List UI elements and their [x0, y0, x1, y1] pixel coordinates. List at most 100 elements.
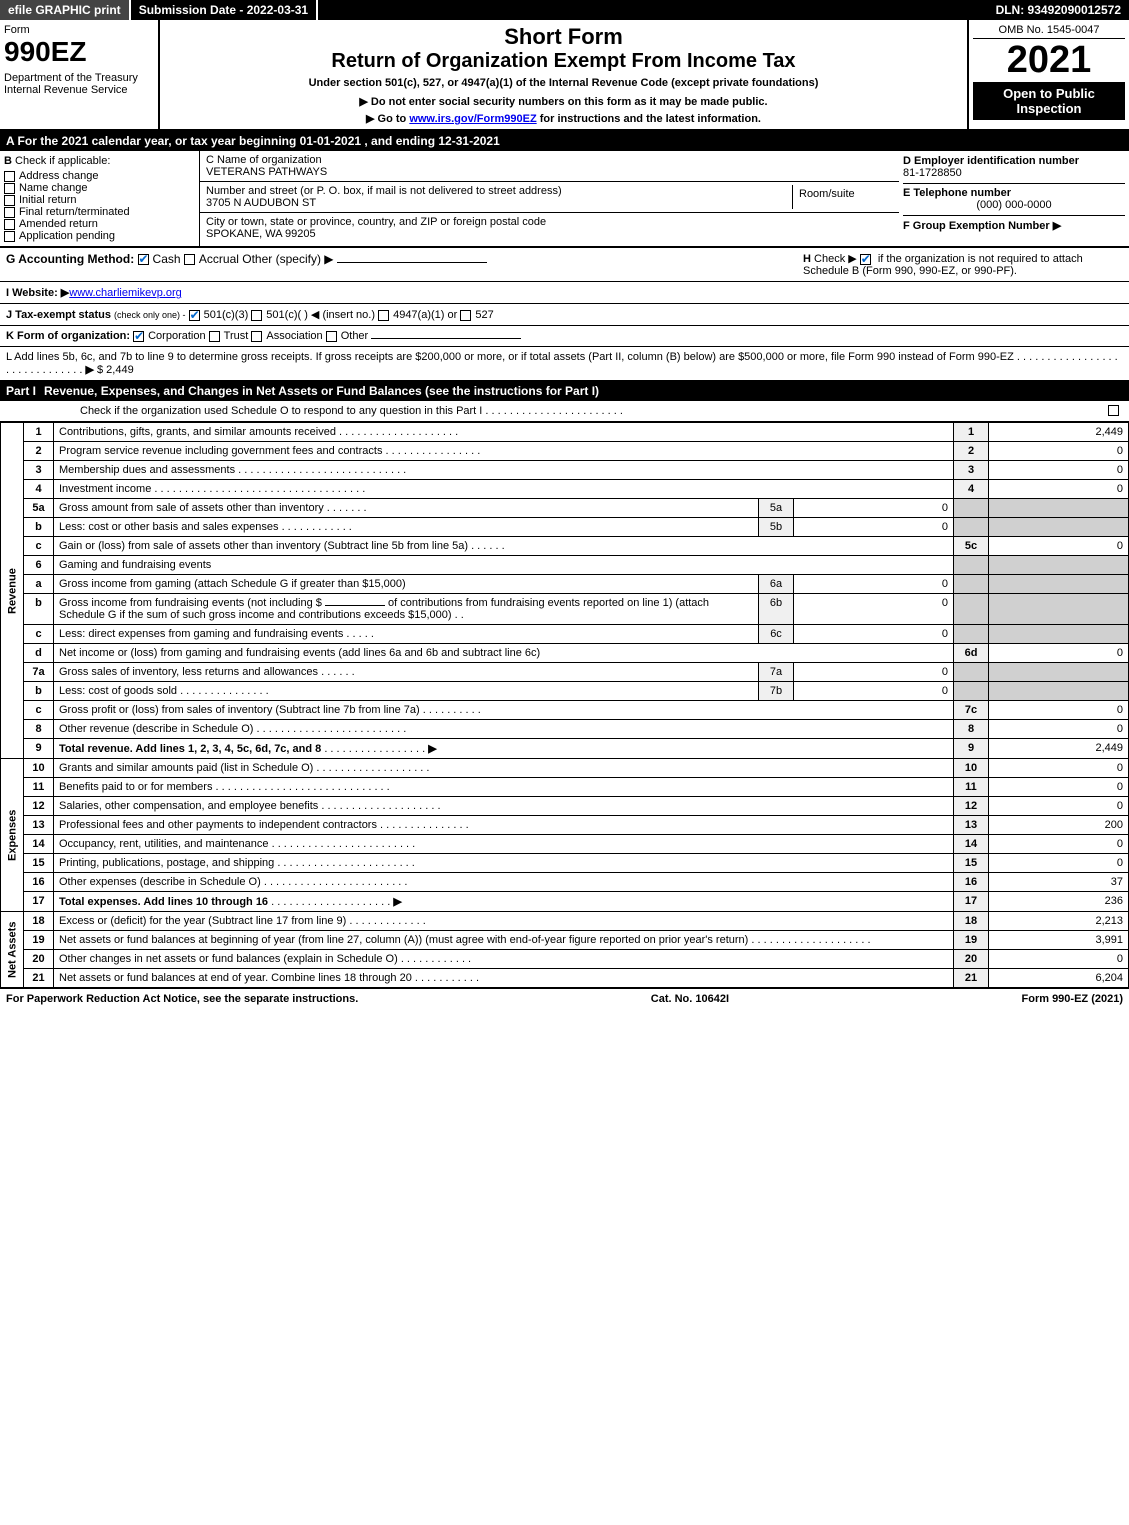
row-a: A For the 2021 calendar year, or tax yea…: [0, 131, 1129, 151]
checkbox-trust[interactable]: [209, 331, 220, 342]
l19-val: 3,991: [989, 931, 1129, 950]
column-d-e-f: D Employer identification number 81-1728…: [899, 151, 1129, 246]
footer-right-form: 990-EZ: [1052, 993, 1088, 1005]
netassets-label: Net Assets: [1, 912, 24, 988]
cb-label-0: Address change: [19, 170, 99, 182]
j-label: J Tax-exempt status: [6, 309, 111, 321]
l12-desc: Salaries, other compensation, and employ…: [59, 800, 318, 812]
l1-ln: 1: [954, 423, 989, 442]
l4-desc: Investment income: [59, 483, 151, 495]
checkbox-name-change[interactable]: [4, 183, 15, 194]
other-specify: Other (specify) ▶: [242, 252, 333, 266]
other-input[interactable]: [337, 262, 487, 263]
website-link[interactable]: www.charliemikevp.org: [69, 287, 181, 299]
l21-ln: 21: [954, 969, 989, 988]
l11-desc: Benefits paid to or for members: [59, 781, 212, 793]
l5b-sn: 5b: [759, 518, 794, 537]
goto-prefix: ▶ Go to: [366, 113, 409, 125]
checkbox-part1-schedule-o[interactable]: [1108, 405, 1119, 416]
l15-val: 0: [989, 854, 1129, 873]
c-name-label: C Name of organization: [206, 154, 322, 166]
l9-desc: Total revenue. Add lines 1, 2, 3, 4, 5c,…: [59, 743, 321, 755]
short-form-title: Short Form: [164, 24, 963, 50]
goto-link[interactable]: www.irs.gov/Form990EZ: [409, 113, 536, 125]
line-i: I Website: ▶www.charliemikevp.org: [0, 282, 1129, 304]
l16-val: 37: [989, 873, 1129, 892]
shaded: [989, 663, 1129, 682]
l4-ln: 4: [954, 480, 989, 499]
l6b-desc1: Gross income from fundraising events (no…: [59, 597, 322, 609]
l6d-ln: 6d: [954, 644, 989, 663]
l9-val: 2,449: [989, 739, 1129, 759]
checkbox-corp[interactable]: [133, 331, 144, 342]
l7a-num: 7a: [24, 663, 54, 682]
checkbox-final-return[interactable]: [4, 207, 15, 218]
l6b-blank[interactable]: [325, 605, 385, 606]
line-g-h: G Accounting Method: Cash Accrual Other …: [0, 248, 1129, 282]
l14-num: 14: [24, 835, 54, 854]
ein: 81-1728850: [903, 167, 962, 179]
l17-arrow: ▶: [393, 896, 401, 908]
checkbox-cash[interactable]: [138, 254, 149, 265]
shaded: [989, 594, 1129, 625]
l5b-desc: Less: cost or other basis and sales expe…: [59, 521, 279, 533]
part1-check-dots: . . . . . . . . . . . . . . . . . . . . …: [485, 405, 623, 417]
l8-desc: Other revenue (describe in Schedule O): [59, 723, 253, 735]
l6a-sv: 0: [794, 575, 954, 594]
checkbox-amended[interactable]: [4, 219, 15, 230]
l13-desc: Professional fees and other payments to …: [59, 819, 377, 831]
g-label: G Accounting Method:: [6, 252, 134, 266]
l5a-desc: Gross amount from sale of assets other t…: [59, 502, 324, 514]
checkbox-501c3[interactable]: [189, 310, 200, 321]
part1-check-text: Check if the organization used Schedule …: [80, 405, 482, 417]
l5b-num: b: [24, 518, 54, 537]
checkbox-initial-return[interactable]: [4, 195, 15, 206]
part1-title: Revenue, Expenses, and Changes in Net As…: [44, 384, 1123, 398]
l1-val: 2,449: [989, 423, 1129, 442]
checkbox-527[interactable]: [460, 310, 471, 321]
l12-ln: 12: [954, 797, 989, 816]
l6a-num: a: [24, 575, 54, 594]
h-label: H: [803, 253, 811, 265]
l5a-sv: 0: [794, 499, 954, 518]
room-label: Room/suite: [799, 188, 855, 200]
l16-desc: Other expenses (describe in Schedule O): [59, 876, 261, 888]
checkbox-4947[interactable]: [378, 310, 389, 321]
l12-num: 12: [24, 797, 54, 816]
shaded: [954, 499, 989, 518]
l9-ln: 9: [954, 739, 989, 759]
j-sub: (check only one) -: [114, 310, 186, 320]
l2-val: 0: [989, 442, 1129, 461]
other-org-input[interactable]: [371, 338, 521, 339]
l13-val: 200: [989, 816, 1129, 835]
city: SPOKANE, WA 99205: [206, 228, 316, 240]
checkbox-pending[interactable]: [4, 231, 15, 242]
checkbox-501c[interactable]: [251, 310, 262, 321]
cb-label-3: Final return/terminated: [19, 206, 130, 218]
checkbox-address-change[interactable]: [4, 171, 15, 182]
l21-num: 21: [24, 969, 54, 988]
l20-num: 20: [24, 950, 54, 969]
checkbox-other-org[interactable]: [326, 331, 337, 342]
k-opt-3: Other: [341, 330, 369, 342]
efile-label[interactable]: efile GRAPHIC print: [0, 0, 131, 20]
l10-num: 10: [24, 759, 54, 778]
l6b-num: b: [24, 594, 54, 625]
shaded: [954, 575, 989, 594]
checkbox-h[interactable]: [860, 254, 871, 265]
under-section: Under section 501(c), 527, or 4947(a)(1)…: [164, 77, 963, 89]
l8-val: 0: [989, 720, 1129, 739]
submission-date: Submission Date - 2022-03-31: [131, 0, 318, 20]
l14-val: 0: [989, 835, 1129, 854]
part1-check-line: Check if the organization used Schedule …: [0, 401, 1129, 422]
shaded: [989, 518, 1129, 537]
k-opt-0: Corporation: [148, 330, 205, 342]
l1-num: 1: [24, 423, 54, 442]
addr: 3705 N AUDUBON ST: [206, 197, 316, 209]
l5a-num: 5a: [24, 499, 54, 518]
checkbox-accrual[interactable]: [184, 254, 195, 265]
goto-suffix: for instructions and the latest informat…: [537, 113, 761, 125]
l10-val: 0: [989, 759, 1129, 778]
checkbox-assoc[interactable]: [251, 331, 262, 342]
tax-year: 2021: [973, 39, 1125, 82]
